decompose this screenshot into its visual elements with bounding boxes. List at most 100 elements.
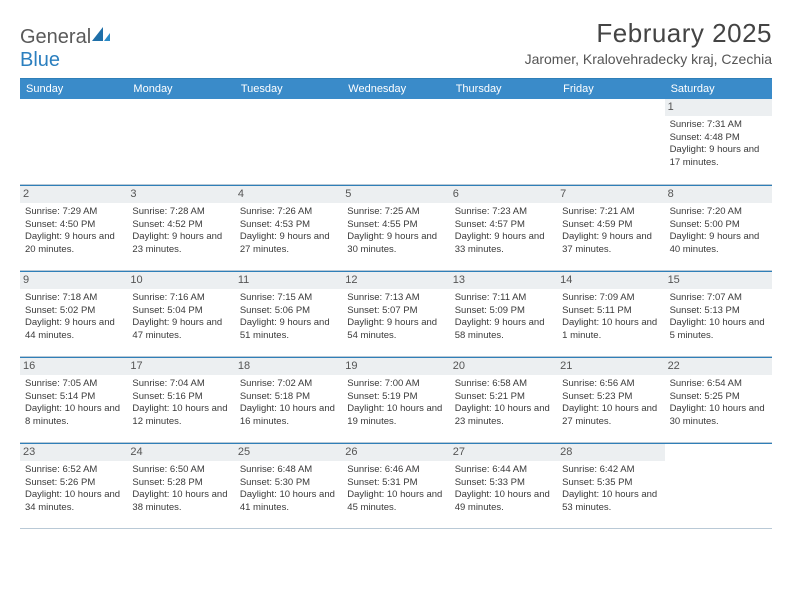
day-details: Sunrise: 6:54 AMSunset: 5:25 PMDaylight:… — [670, 378, 767, 429]
sail-icon — [92, 24, 110, 47]
day-number: 25 — [235, 444, 342, 461]
day-details: Sunrise: 7:05 AMSunset: 5:14 PMDaylight:… — [25, 378, 122, 429]
day-details: Sunrise: 7:11 AMSunset: 5:09 PMDaylight:… — [455, 292, 552, 343]
day-cell: 19 Sunrise: 7:00 AMSunset: 5:19 PMDayligh… — [342, 357, 449, 443]
weekday-header: Wednesday — [342, 79, 449, 99]
month-title: February 2025 — [525, 18, 772, 49]
day-number: 13 — [450, 272, 557, 289]
day-cell: 13 Sunrise: 7:11 AMSunset: 5:09 PMDayligh… — [450, 271, 557, 357]
day-number: 8 — [665, 186, 772, 203]
empty-cell — [342, 99, 449, 185]
day-cell: 3 Sunrise: 7:28 AMSunset: 4:52 PMDaylight… — [127, 185, 234, 271]
day-number: 3 — [127, 186, 234, 203]
day-cell: 22Sunrise: 6:54 AMSunset: 5:25 PMDayligh… — [665, 357, 772, 443]
calendar-grid: 1 Sunrise: 7:31 AMSunset: 4:48 PMDaylight… — [20, 99, 772, 529]
day-details: Sunrise: 6:48 AMSunset: 5:30 PMDaylight:… — [240, 464, 337, 515]
logo: General Blue — [20, 18, 110, 72]
day-number: 11 — [235, 272, 342, 289]
day-details: Sunrise: 6:52 AMSunset: 5:26 PMDaylight:… — [25, 464, 122, 515]
day-number: 21 — [557, 358, 664, 375]
day-cell: 20 Sunrise: 6:58 AMSunset: 5:21 PMDayligh… — [450, 357, 557, 443]
day-number: 2 — [20, 186, 127, 203]
empty-cell — [127, 99, 234, 185]
day-details: Sunrise: 6:50 AMSunset: 5:28 PMDaylight:… — [132, 464, 229, 515]
day-details: Sunrise: 6:56 AMSunset: 5:23 PMDaylight:… — [562, 378, 659, 429]
day-number: 5 — [342, 186, 449, 203]
day-cell: 8 Sunrise: 7:20 AMSunset: 5:00 PMDaylight… — [665, 185, 772, 271]
day-details: Sunrise: 7:20 AMSunset: 5:00 PMDaylight:… — [670, 206, 767, 257]
day-cell: 11 Sunrise: 7:15 AMSunset: 5:06 PMDayligh… — [235, 271, 342, 357]
day-cell: 6 Sunrise: 7:23 AMSunset: 4:57 PMDaylight… — [450, 185, 557, 271]
day-cell: 10 Sunrise: 7:16 AMSunset: 5:04 PMDayligh… — [127, 271, 234, 357]
day-cell: 21 Sunrise: 6:56 AMSunset: 5:23 PMDayligh… — [557, 357, 664, 443]
day-number: 19 — [342, 358, 449, 375]
day-details: Sunrise: 7:16 AMSunset: 5:04 PMDaylight:… — [132, 292, 229, 343]
weekday-header: Thursday — [450, 79, 557, 99]
day-details: Sunrise: 7:07 AMSunset: 5:13 PMDaylight:… — [670, 292, 767, 343]
day-cell: 23 Sunrise: 6:52 AMSunset: 5:26 PMDayligh… — [20, 443, 127, 529]
day-number: 20 — [450, 358, 557, 375]
day-details: Sunrise: 7:15 AMSunset: 5:06 PMDaylight:… — [240, 292, 337, 343]
day-details: Sunrise: 7:18 AMSunset: 5:02 PMDaylight:… — [25, 292, 122, 343]
day-details: Sunrise: 7:23 AMSunset: 4:57 PMDaylight:… — [455, 206, 552, 257]
day-number: 12 — [342, 272, 449, 289]
header: General Blue February 2025 Jaromer, Kral… — [20, 18, 772, 72]
day-cell: 17 Sunrise: 7:04 AMSunset: 5:16 PMDayligh… — [127, 357, 234, 443]
day-cell: 4 Sunrise: 7:26 AMSunset: 4:53 PMDaylight… — [235, 185, 342, 271]
day-details: Sunrise: 6:58 AMSunset: 5:21 PMDaylight:… — [455, 378, 552, 429]
day-details: Sunrise: 7:09 AMSunset: 5:11 PMDaylight:… — [562, 292, 659, 343]
day-cell: 27 Sunrise: 6:44 AMSunset: 5:33 PMDayligh… — [450, 443, 557, 529]
logo-text: General Blue — [20, 24, 110, 72]
day-cell: 24Sunrise: 6:50 AMSunset: 5:28 PMDayligh… — [127, 443, 234, 529]
logo-part1: General — [20, 26, 91, 48]
day-details: Sunrise: 7:13 AMSunset: 5:07 PMDaylight:… — [347, 292, 444, 343]
day-details: Sunrise: 6:46 AMSunset: 5:31 PMDaylight:… — [347, 464, 444, 515]
location: Jaromer, Kralovehradecky kraj, Czechia — [525, 51, 772, 67]
weekday-header-row: SundayMondayTuesdayWednesdayThursdayFrid… — [20, 79, 772, 99]
day-details: Sunrise: 7:21 AMSunset: 4:59 PMDaylight:… — [562, 206, 659, 257]
empty-cell — [235, 99, 342, 185]
day-number: 18 — [235, 358, 342, 375]
weekday-header: Monday — [127, 79, 234, 99]
day-cell: 1 Sunrise: 7:31 AMSunset: 4:48 PMDaylight… — [665, 99, 772, 185]
day-number: 16 — [20, 358, 127, 375]
title-block: February 2025 Jaromer, Kralovehradecky k… — [525, 18, 772, 67]
empty-cell — [665, 443, 772, 529]
weekday-header: Saturday — [665, 79, 772, 99]
day-number: 14 — [557, 272, 664, 289]
day-cell: 5Sunrise: 7:25 AMSunset: 4:55 PMDaylight… — [342, 185, 449, 271]
day-number: 1 — [665, 99, 772, 116]
day-cell: 18 Sunrise: 7:02 AMSunset: 5:18 PMDayligh… — [235, 357, 342, 443]
day-details: Sunrise: 6:42 AMSunset: 5:35 PMDaylight:… — [562, 464, 659, 515]
logo-part2: Blue — [20, 49, 60, 71]
day-details: Sunrise: 7:26 AMSunset: 4:53 PMDaylight:… — [240, 206, 337, 257]
day-details: Sunrise: 7:00 AMSunset: 5:19 PMDaylight:… — [347, 378, 444, 429]
day-number: 4 — [235, 186, 342, 203]
day-cell: 9Sunrise: 7:18 AMSunset: 5:02 PMDaylight… — [20, 271, 127, 357]
day-cell: 2 Sunrise: 7:29 AMSunset: 4:50 PMDaylight… — [20, 185, 127, 271]
day-cell: 7 Sunrise: 7:21 AMSunset: 4:59 PMDaylight… — [557, 185, 664, 271]
empty-cell — [557, 99, 664, 185]
day-details: Sunrise: 7:04 AMSunset: 5:16 PMDaylight:… — [132, 378, 229, 429]
day-number: 6 — [450, 186, 557, 203]
day-details: Sunrise: 7:31 AMSunset: 4:48 PMDaylight:… — [670, 119, 767, 170]
day-number: 27 — [450, 444, 557, 461]
day-cell: 12 Sunrise: 7:13 AMSunset: 5:07 PMDayligh… — [342, 271, 449, 357]
calendar-page: General Blue February 2025 Jaromer, Kral… — [0, 0, 792, 612]
day-details: Sunrise: 7:29 AMSunset: 4:50 PMDaylight:… — [25, 206, 122, 257]
day-details: Sunrise: 7:02 AMSunset: 5:18 PMDaylight:… — [240, 378, 337, 429]
day-details: Sunrise: 7:28 AMSunset: 4:52 PMDaylight:… — [132, 206, 229, 257]
day-details: Sunrise: 6:44 AMSunset: 5:33 PMDaylight:… — [455, 464, 552, 515]
day-number: 7 — [557, 186, 664, 203]
weekday-header: Friday — [557, 79, 664, 99]
day-cell: 25 Sunrise: 6:48 AMSunset: 5:30 PMDayligh… — [235, 443, 342, 529]
day-number: 17 — [127, 358, 234, 375]
day-cell: 26 Sunrise: 6:46 AMSunset: 5:31 PMDayligh… — [342, 443, 449, 529]
day-number: 28 — [557, 444, 664, 461]
day-number: 26 — [342, 444, 449, 461]
day-number: 10 — [127, 272, 234, 289]
day-number: 23 — [20, 444, 127, 461]
day-cell: 16 Sunrise: 7:05 AMSunset: 5:14 PMDayligh… — [20, 357, 127, 443]
day-cell: 15 Sunrise: 7:07 AMSunset: 5:13 PMDayligh… — [665, 271, 772, 357]
day-number: 15 — [665, 272, 772, 289]
